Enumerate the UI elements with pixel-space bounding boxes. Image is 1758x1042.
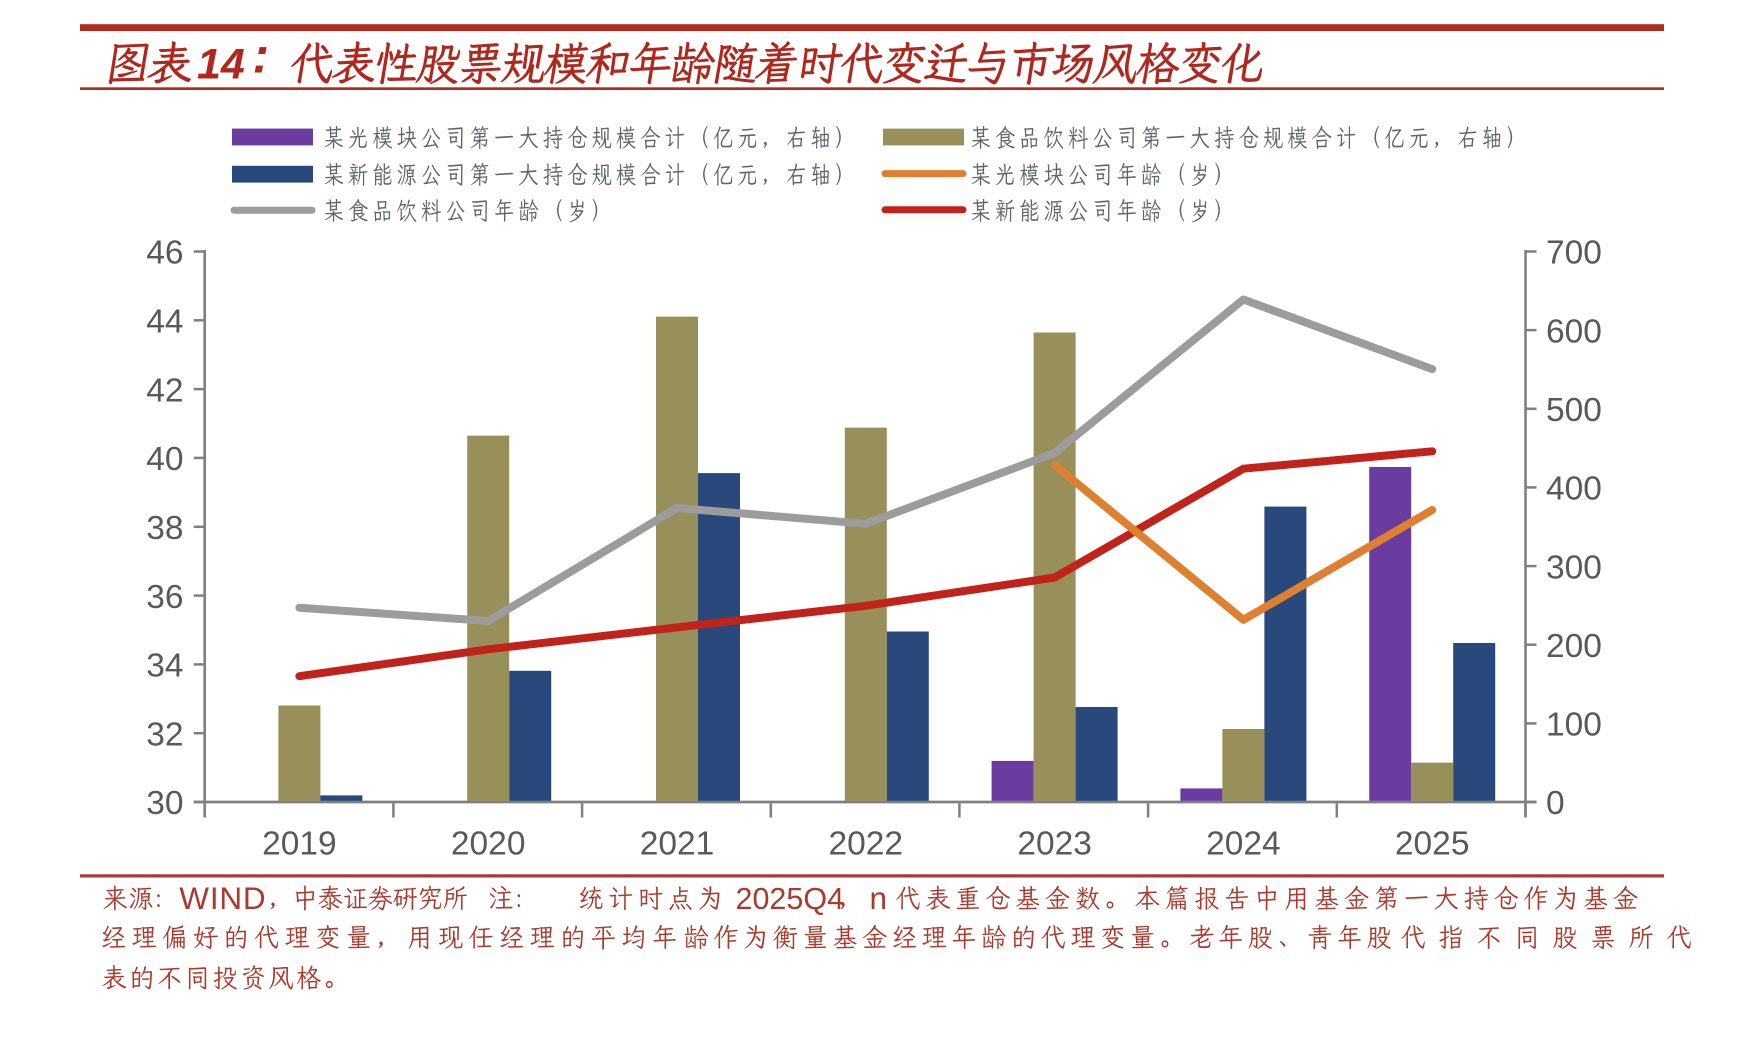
- svg-text:WIND: WIND: [179, 880, 266, 916]
- svg-text:30: 30: [146, 785, 183, 822]
- svg-text:46: 46: [146, 235, 183, 272]
- svg-text:2022: 2022: [829, 825, 904, 862]
- svg-text:2024: 2024: [1206, 825, 1281, 862]
- svg-text:100: 100: [1546, 707, 1602, 744]
- svg-text:32: 32: [146, 716, 183, 753]
- svg-text:2025Q4: 2025Q4: [736, 882, 845, 916]
- svg-text:44: 44: [146, 304, 183, 341]
- svg-text:n: n: [870, 880, 888, 916]
- svg-text:2023: 2023: [1017, 825, 1092, 862]
- svg-text:700: 700: [1546, 235, 1602, 272]
- svg-text:200: 200: [1546, 628, 1602, 665]
- svg-text:300: 300: [1546, 549, 1602, 586]
- svg-text:38: 38: [146, 510, 183, 547]
- svg-text:2019: 2019: [262, 825, 337, 862]
- svg-text::: :: [253, 28, 270, 84]
- svg-text:34: 34: [146, 648, 183, 685]
- svg-text:2021: 2021: [640, 825, 715, 862]
- svg-text:40: 40: [146, 441, 183, 478]
- svg-text:36: 36: [146, 579, 183, 616]
- svg-text:500: 500: [1546, 392, 1602, 429]
- svg-text:400: 400: [1546, 471, 1602, 508]
- svg-text:42: 42: [146, 372, 183, 409]
- svg-text:0: 0: [1546, 785, 1565, 822]
- svg-text:2020: 2020: [451, 825, 526, 862]
- svg-text:14: 14: [197, 41, 245, 89]
- svg-text:600: 600: [1546, 313, 1602, 350]
- svg-text:2025: 2025: [1395, 825, 1470, 862]
